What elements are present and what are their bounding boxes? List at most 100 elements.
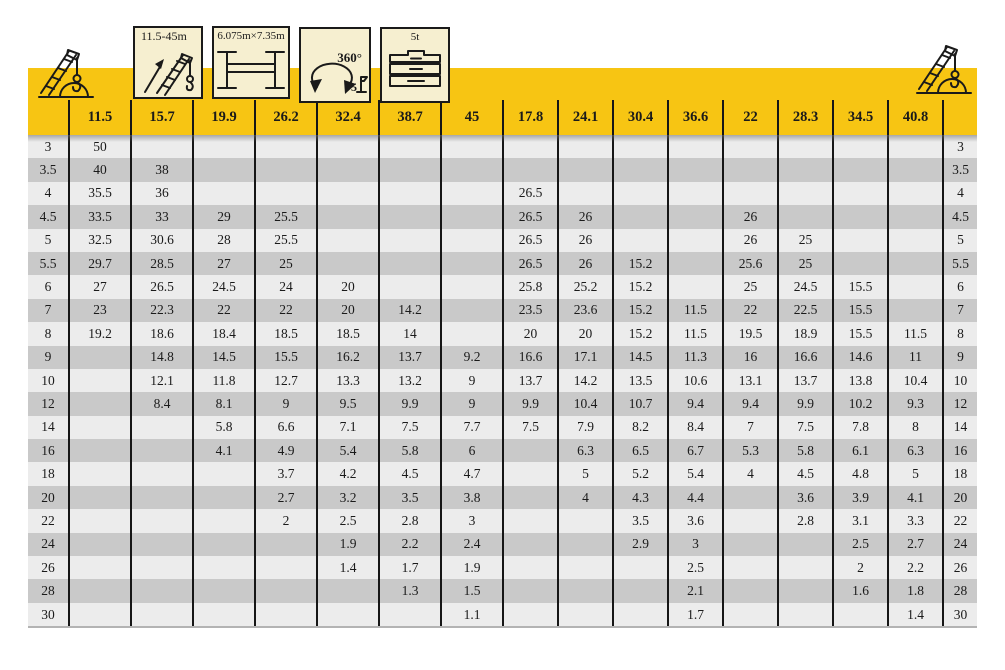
capacity-cell bbox=[254, 135, 316, 159]
table-row: 24 1.9 2.2 2.4 2.9 3 2.5 2.7 24 bbox=[28, 532, 977, 557]
table-row: 26 1.4 1.7 1.9 2.5 2 2.2 26 bbox=[28, 556, 977, 580]
capacity-cell: 16.6 bbox=[502, 345, 557, 369]
capacity-cell: 29.7 bbox=[68, 251, 130, 276]
counterweight-icon: 5t bbox=[380, 27, 450, 103]
radius-cell-right: 14 bbox=[942, 415, 977, 440]
load-chart-table: 11.5 15.7 19.9 26.2 32.4 38.7 45 17.8 24.1 30.4 36… bbox=[28, 100, 977, 629]
capacity-cell: 1.9 bbox=[440, 556, 502, 580]
boom-length-header: 32.4 bbox=[316, 100, 378, 135]
capacity-cell bbox=[502, 532, 557, 557]
capacity-cell: 25.8 bbox=[502, 275, 557, 299]
capacity-cell: 22.3 bbox=[130, 298, 192, 323]
table-row: 3 50 3 bbox=[28, 135, 977, 159]
capacity-cell: 13.1 bbox=[722, 368, 777, 393]
table-row: 28 1.3 1.5 2.1 1.6 1.8 28 bbox=[28, 579, 977, 603]
boom-length-header: 11.5 bbox=[68, 100, 130, 135]
capacity-cell: 4 bbox=[722, 462, 777, 486]
capacity-cell bbox=[68, 602, 130, 627]
capacity-cell bbox=[887, 275, 942, 299]
capacity-cell: 26.5 bbox=[502, 228, 557, 252]
capacity-cell: 14 bbox=[378, 322, 440, 346]
capacity-cell: 7.1 bbox=[316, 415, 378, 440]
table-row: 16 4.1 4.9 5.4 5.8 6 6.3 6.5 6.7 5.3 5.8 6.1 6.3 16 bbox=[28, 439, 977, 463]
capacity-cell: 8.2 bbox=[612, 415, 667, 440]
capacity-cell bbox=[192, 462, 254, 486]
capacity-cell bbox=[254, 532, 316, 557]
capacity-cell: 18.9 bbox=[777, 322, 832, 346]
boom-length-header-row: 11.5 15.7 19.9 26.2 32.4 38.7 45 17.8 24.1 30.4 36… bbox=[28, 100, 977, 135]
capacity-cell: 17.1 bbox=[557, 345, 612, 369]
capacity-cell: 6.5 bbox=[612, 439, 667, 463]
capacity-cell: 11.5 bbox=[667, 298, 722, 323]
capacity-cell: 13.7 bbox=[777, 368, 832, 393]
capacity-cell: 22.5 bbox=[777, 298, 832, 323]
capacity-cell bbox=[557, 181, 612, 206]
radius-cell-right: 30 bbox=[942, 602, 977, 627]
table-row: 12 8.4 8.1 9 9.5 9.9 9 9.9 10.4 10.7 9.4 9.4 9.9 10.2… bbox=[28, 392, 977, 416]
capacity-cell: 40 bbox=[68, 158, 130, 182]
capacity-cell bbox=[612, 135, 667, 159]
capacity-cell bbox=[316, 602, 378, 627]
radius-header-corner-right bbox=[942, 100, 977, 135]
capacity-cell bbox=[316, 228, 378, 252]
radius-cell-left: 26 bbox=[41, 559, 55, 575]
capacity-cell: 1.4 bbox=[316, 556, 378, 580]
boom-length-header: 24.1 bbox=[557, 100, 612, 135]
capacity-cell: 1.7 bbox=[667, 602, 722, 627]
capacity-cell bbox=[378, 158, 440, 182]
capacity-cell bbox=[316, 181, 378, 206]
slewing-drawing: 5 bbox=[310, 62, 368, 94]
slew-label: 360° bbox=[337, 50, 362, 65]
capacity-cell: 20 bbox=[502, 322, 557, 346]
capacity-cell bbox=[502, 462, 557, 486]
capacity-cell: 5.2 bbox=[612, 462, 667, 486]
capacity-cell: 1.8 bbox=[887, 579, 942, 603]
capacity-cell: 4.9 bbox=[254, 439, 316, 463]
capacity-cell bbox=[722, 158, 777, 182]
capacity-cell: 9.4 bbox=[722, 392, 777, 416]
radius-cell-right: 6 bbox=[942, 275, 977, 299]
capacity-cell: 15.5 bbox=[832, 275, 887, 299]
capacity-cell bbox=[68, 439, 130, 463]
capacity-cell: 14.2 bbox=[378, 298, 440, 323]
capacity-cell: 4 bbox=[557, 485, 612, 510]
capacity-cell bbox=[612, 205, 667, 229]
capacity-cell: 4.1 bbox=[192, 439, 254, 463]
capacity-cell: 5.3 bbox=[722, 439, 777, 463]
capacity-cell bbox=[557, 579, 612, 603]
table-row: 5.5 29.7 28.5 27 25 26.5 26 15.2 25.6 25 5.5 bbox=[28, 251, 977, 276]
radius-cell-right: 5 bbox=[942, 228, 977, 252]
capacity-cell bbox=[192, 135, 254, 159]
radius-cell-left: 3 bbox=[44, 138, 52, 154]
radius-cell-left: 14 bbox=[41, 419, 55, 435]
capacity-cell bbox=[502, 135, 557, 159]
capacity-cell: 26.5 bbox=[502, 251, 557, 276]
boom-length-header: 45 bbox=[440, 100, 502, 135]
capacity-cell bbox=[440, 275, 502, 299]
capacity-cell: 22 bbox=[722, 298, 777, 323]
capacity-cell bbox=[130, 485, 192, 510]
capacity-cell bbox=[832, 158, 887, 182]
boom-length-header: 38.7 bbox=[378, 100, 440, 135]
capacity-cell: 26 bbox=[722, 228, 777, 252]
radius-cell-left: 22 bbox=[41, 512, 55, 528]
capacity-cell: 9 bbox=[254, 392, 316, 416]
capacity-cell bbox=[192, 485, 254, 510]
capacity-cell bbox=[887, 251, 942, 276]
capacity-cell: 22 bbox=[192, 298, 254, 323]
capacity-cell bbox=[832, 228, 887, 252]
crane-boom-icon-left bbox=[33, 42, 99, 102]
capacity-cell bbox=[667, 135, 722, 159]
capacity-cell bbox=[667, 158, 722, 182]
table-row: 14 5.8 6.6 7.1 7.5 7.7 7.5 7.9 8.2 8.4 7 7.5 7.8 8 14 bbox=[28, 415, 977, 440]
radius-cell-right: 20 bbox=[942, 485, 977, 510]
capacity-cell: 26 bbox=[557, 228, 612, 252]
capacity-cell: 20 bbox=[316, 275, 378, 299]
capacity-cell bbox=[887, 158, 942, 182]
capacity-cell: 29 bbox=[192, 205, 254, 229]
capacity-cell bbox=[254, 158, 316, 182]
capacity-cell: 3.5 bbox=[378, 485, 440, 510]
capacity-cell: 23.6 bbox=[557, 298, 612, 323]
capacity-cell: 8.1 bbox=[192, 392, 254, 416]
